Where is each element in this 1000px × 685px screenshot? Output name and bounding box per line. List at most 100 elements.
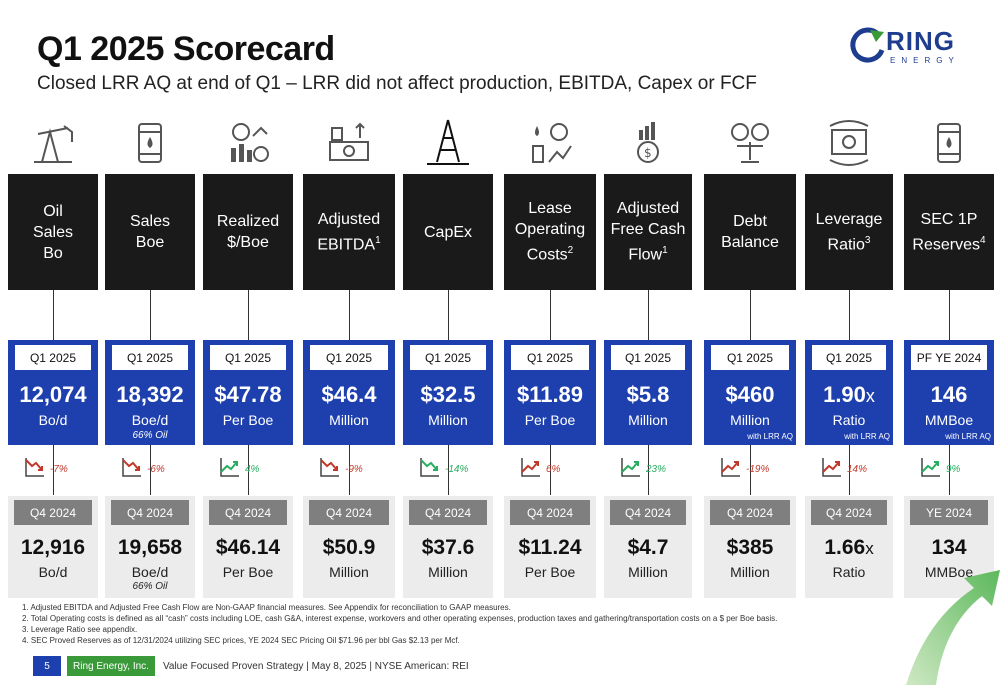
current-value: 146 — [930, 382, 968, 407]
balance-scale-icon — [725, 118, 775, 168]
current-period-card: Q1 2025 18,392 Boe/d 66% Oil — [105, 340, 195, 445]
prior-period-label: Q4 2024 — [409, 500, 487, 525]
trend-down-icon — [319, 456, 341, 483]
lrr-note: with LRR AQ — [844, 432, 890, 441]
prior-value: 12,916 — [20, 536, 86, 559]
footnote: 2. Total Operating costs is defined as a… — [22, 614, 778, 623]
page-footer: 5 Ring Energy, Inc. Value Focused Proven… — [33, 656, 469, 676]
header-line: Sales — [129, 213, 171, 230]
header-line: EBITDA — [317, 236, 376, 254]
footnote-ref: 1 — [375, 234, 381, 246]
trend-percent: -6% — [147, 463, 165, 475]
trend-percent: -19% — [746, 463, 770, 475]
trend-indicator: 9% — [920, 456, 960, 482]
trend-percent: 4% — [245, 463, 260, 475]
current-period-card: Q1 2025 $11.89 Per Boe — [504, 340, 596, 445]
prior-value: 1.66x — [824, 536, 874, 559]
header-line: Bo — [43, 244, 63, 262]
prior-period-card: Q4 2024 $50.9 Million — [303, 496, 395, 598]
prior-period-card: Q4 2024 1.66x Ratio — [805, 496, 893, 598]
trend-up-icon — [620, 456, 642, 483]
current-value: 18,392 — [116, 382, 184, 407]
prior-period-card: Q4 2024 19,658 Boe/d 66% Oil — [105, 496, 195, 598]
current-period-card: Q1 2025 12,074 Bo/d — [8, 340, 98, 445]
current-period-label: Q1 2025 — [710, 344, 790, 371]
reserves-barrel-icon — [924, 118, 974, 168]
trend-up-icon — [920, 456, 942, 483]
current-unit: Boe/d — [131, 412, 169, 428]
trend-down-icon — [24, 456, 46, 483]
value-suffix: x — [865, 386, 875, 406]
trend-indicator: -6% — [121, 456, 165, 482]
page-number: 5 — [33, 656, 61, 676]
footnotes: 1. Adjusted EBITDA and Adjusted Free Cas… — [22, 602, 777, 646]
prior-period-label: Q4 2024 — [209, 500, 287, 525]
metric-header: Realized $/Boe — [203, 174, 293, 290]
prior-value: $46.14 — [215, 536, 281, 559]
metric-header: Sales Boe — [105, 174, 195, 290]
current-period-card: Q1 2025 $47.78 Per Boe — [203, 340, 293, 445]
prior-unit: Bo/d — [38, 564, 68, 580]
current-value: $32.5 — [420, 382, 476, 407]
current-value: 1.90x — [823, 382, 875, 407]
metric-header: Oil Sales Bo — [8, 174, 98, 290]
header-line: Realized — [216, 213, 280, 230]
header-line: $/Boe — [227, 234, 269, 251]
current-value: $5.8 — [626, 382, 670, 407]
trend-percent: 6% — [546, 463, 561, 475]
prior-value: $11.24 — [518, 536, 582, 559]
trend-indicator: 4% — [219, 456, 259, 482]
trend-up-icon — [219, 456, 241, 483]
prior-unit: Million — [329, 564, 369, 580]
current-value: $47.78 — [214, 382, 282, 407]
prior-value: $4.7 — [627, 536, 669, 559]
prior-note: 66% Oil — [132, 581, 168, 592]
current-period-card: Q1 2025 $46.4 Million — [303, 340, 395, 445]
current-unit: MMBoe — [924, 412, 974, 428]
oil-pump-icon — [28, 118, 78, 168]
metric-header: Lease Operating Costs2 — [504, 174, 596, 290]
prior-unit: Per Boe — [524, 564, 576, 580]
prior-period-card: Q4 2024 $4.7 Million — [604, 496, 692, 598]
trend-percent: 14% — [847, 463, 868, 475]
lrr-note: with LRR AQ — [747, 432, 793, 441]
trend-percent: -9% — [345, 463, 363, 475]
current-unit: Per Boe — [524, 412, 576, 428]
header-line: Adjusted — [616, 200, 680, 218]
prior-unit: Million — [730, 564, 770, 580]
footer-company: Ring Energy, Inc. — [67, 656, 155, 676]
current-unit: Bo/d — [38, 412, 68, 428]
current-period-label: Q1 2025 — [309, 344, 389, 371]
header-line: Oil — [43, 202, 63, 220]
trend-indicator: 23% — [620, 456, 666, 482]
growth-arrow-icon — [906, 570, 1000, 685]
trend-up-icon — [720, 456, 742, 483]
prior-value: 19,658 — [117, 536, 183, 559]
dollar-cycle-icon — [824, 118, 874, 168]
prior-unit: Million — [628, 564, 668, 580]
prior-period-label: Q4 2024 — [710, 500, 790, 525]
growth-coin-icon: $ — [623, 118, 673, 168]
header-line: Ratio — [827, 236, 865, 254]
metric-header: Adjusted Free Cash Flow1 — [604, 174, 692, 290]
current-period-card: Q1 2025 $460 Million with LRR AQ — [704, 340, 796, 445]
current-value: $11.89 — [516, 382, 584, 407]
prior-period-card: Q4 2024 12,916 Bo/d — [8, 496, 98, 598]
svg-text:$: $ — [644, 146, 652, 160]
header-line: Balance — [721, 234, 779, 251]
prior-period-label: Q4 2024 — [14, 500, 92, 525]
current-period-label: Q1 2025 — [510, 344, 590, 371]
footnote-ref: 1 — [662, 245, 668, 257]
footnote: 4. SEC Proved Reserves as of 12/31/2024 … — [22, 636, 460, 645]
current-unit: Per Boe — [222, 412, 274, 428]
ring-energy-logo-icon — [850, 27, 885, 63]
prior-period-card: Q4 2024 $11.24 Per Boe — [504, 496, 596, 598]
price-analysis-icon — [223, 118, 273, 168]
metric-header: Debt Balance — [704, 174, 796, 290]
trend-indicator: -9% — [319, 456, 363, 482]
header-line: Costs — [526, 246, 568, 264]
drilling-rig-icon — [423, 118, 473, 168]
footnote: 3. Leverage Ratio see appendix. — [22, 625, 138, 634]
prior-unit: Per Boe — [222, 564, 274, 580]
company-logo: RING ENERGY — [848, 26, 968, 70]
